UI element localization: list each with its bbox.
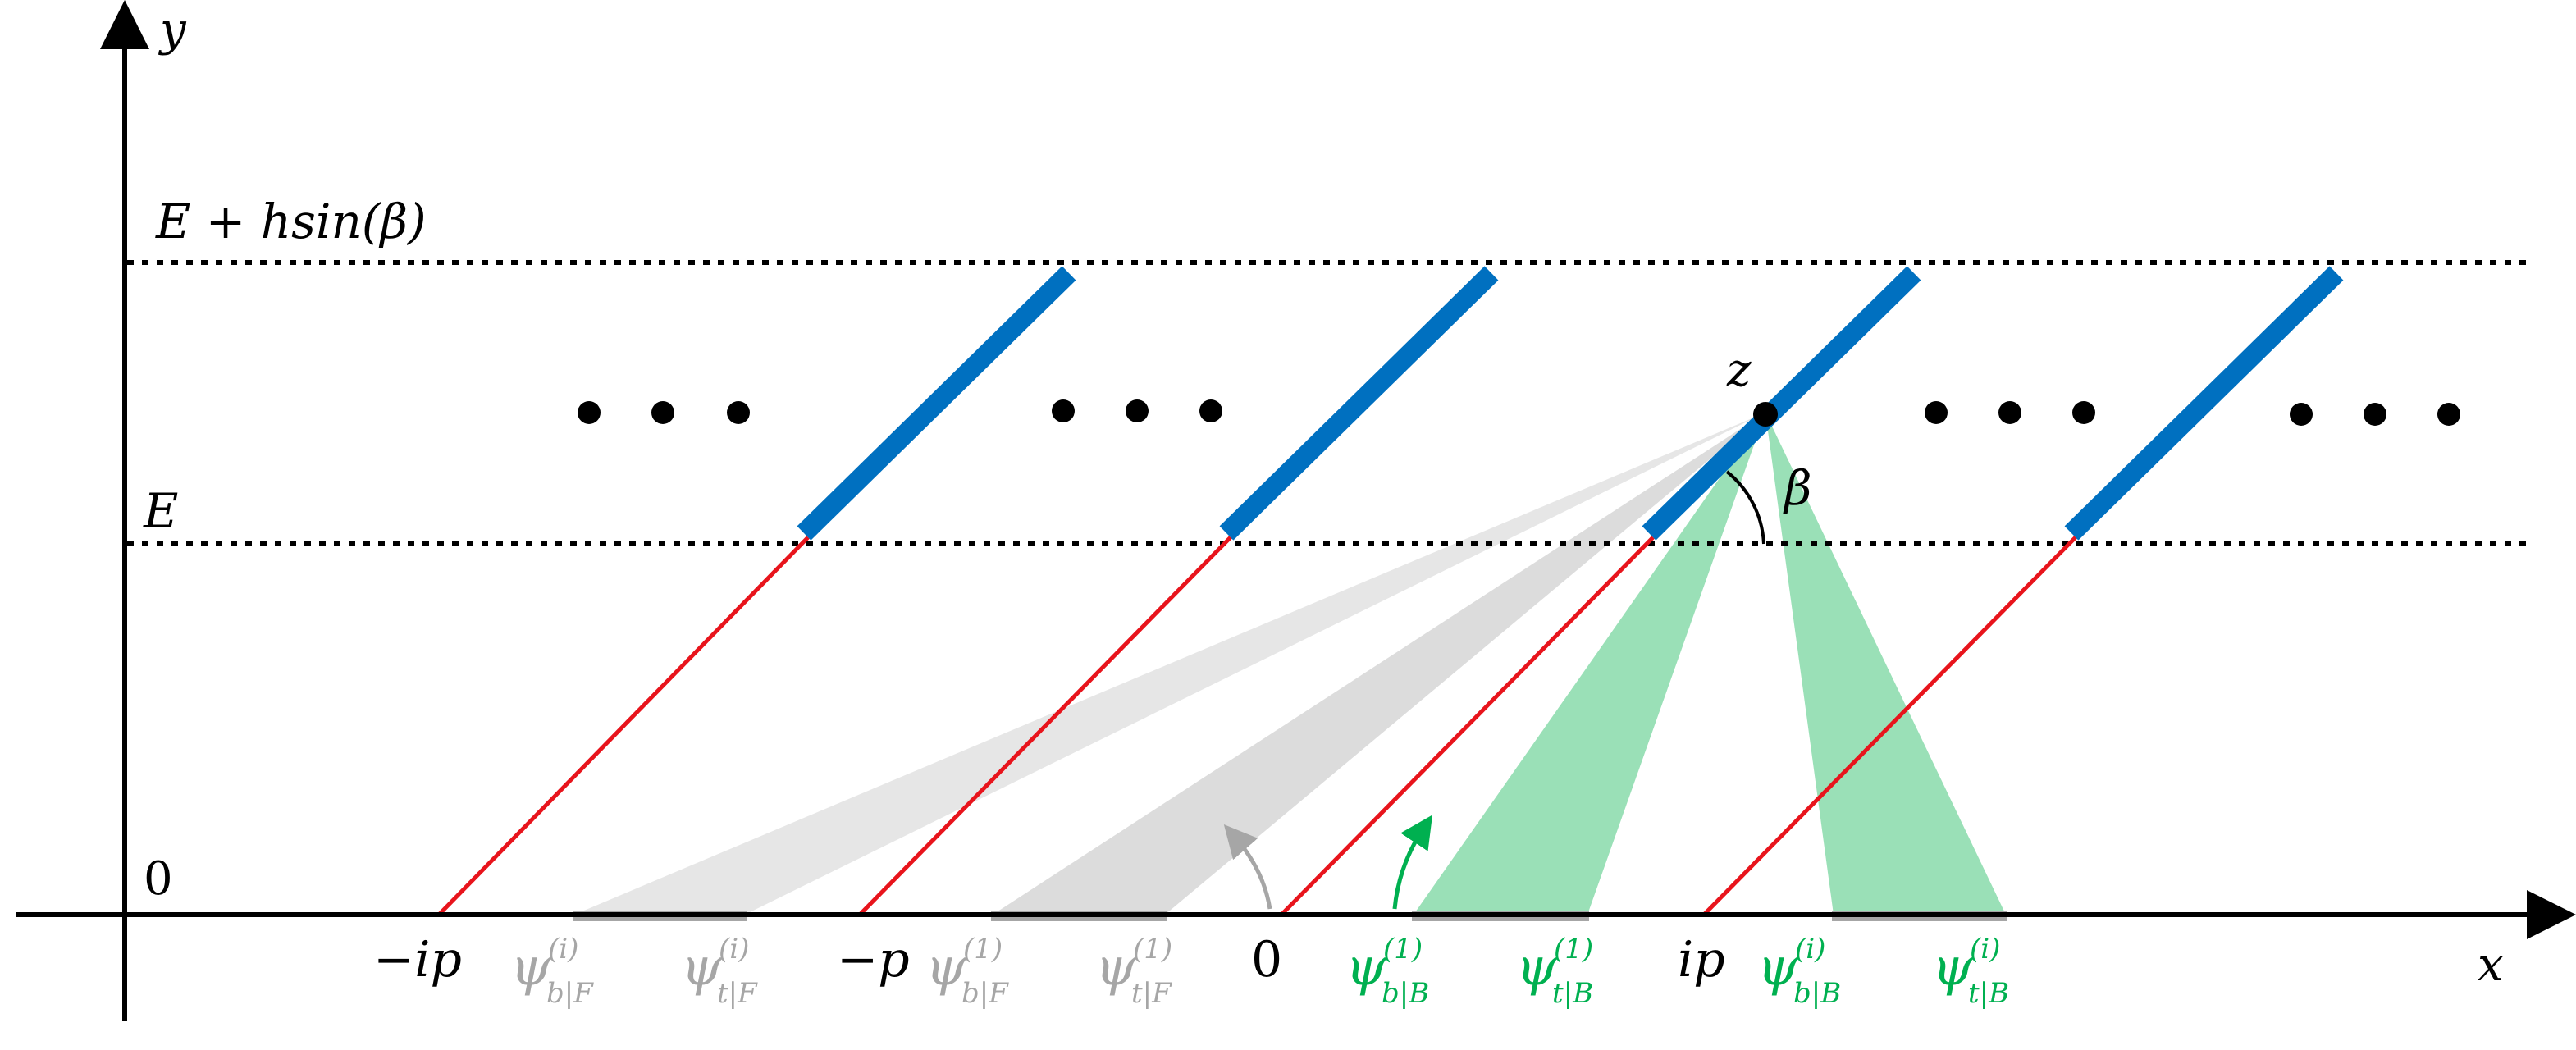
psi-superscript: (i) — [719, 933, 749, 966]
ray-minus-ip — [437, 536, 810, 916]
psi-symbol: ψ — [1932, 937, 1974, 998]
tick-zero: 0 — [1251, 931, 1282, 988]
psi-superscript: (1) — [963, 933, 1003, 966]
front-shadow-region-1 — [993, 413, 1765, 915]
ellipsis-dots — [578, 399, 2460, 426]
psi-subscript: b|B — [1793, 977, 1841, 1010]
psi-b-B-1-label: ψ(1) b|B — [1345, 933, 1429, 1010]
tick-minus-ip: −ip — [373, 931, 462, 988]
beta-label: β — [1783, 460, 1812, 516]
panel-1 — [797, 266, 1076, 541]
psi-subscript: t|B — [1552, 977, 1593, 1010]
psi-symbol: ψ — [1516, 937, 1558, 998]
ray-zero — [1280, 536, 1655, 916]
origin-y-label: 0 — [144, 852, 173, 906]
psi-symbol: ψ — [510, 937, 552, 998]
psi-superscript: (1) — [1133, 933, 1172, 966]
psi-b-F-1-label: ψ(1) b|F — [925, 933, 1009, 1010]
psi-symbol: ψ — [1757, 937, 1799, 998]
psi-superscript: (1) — [1554, 933, 1593, 966]
upper-level-label: E + hsin(β) — [155, 194, 427, 249]
psi-t-B-i-label: ψ(i) t|B — [1932, 933, 2009, 1010]
panel-2 — [1219, 266, 1499, 541]
psi-subscript: b|F — [961, 977, 1009, 1010]
green-rotation-arrow — [1392, 815, 1433, 910]
y-axis-label: y — [158, 3, 187, 57]
psi-labels: ψ(i)b|F ψ(i)t|F ψ(1)b|F ψ(1)t|F ψ(1)b|B ψ(1)t… — [510, 933, 2009, 1010]
back-view-region-1 — [1414, 413, 1765, 915]
psi-subscript: t|F — [1131, 977, 1172, 1010]
psi-t-F-i-label: ψ(i) t|F — [681, 933, 758, 1010]
panel-3 — [1642, 266, 1921, 541]
psi-b-F-i-label: ψ(i) b|F — [510, 933, 594, 1010]
psi-subscript: b|F — [546, 977, 594, 1010]
grey-rotation-arrow — [1223, 824, 1272, 910]
psi-symbol: ψ — [1095, 937, 1137, 998]
psi-superscript: (i) — [1970, 933, 2000, 966]
ray-ip — [1702, 536, 2077, 916]
tick-minus-p: −p — [837, 931, 910, 988]
beta-angle-arc — [1725, 470, 1765, 545]
lower-level-label: E — [143, 483, 178, 539]
psi-b-B-i-label: ψ(i) b|B — [1757, 933, 1841, 1010]
front-shadow-region-i — [574, 413, 1765, 915]
psi-t-F-1-label: ψ(1) t|F — [1095, 933, 1172, 1010]
psi-symbol: ψ — [925, 937, 967, 998]
psi-t-B-1-label: ψ(1) t|B — [1516, 933, 1593, 1010]
tick-ip: ip — [1678, 931, 1725, 988]
psi-symbol: ψ — [681, 937, 723, 998]
ray-minus-p — [858, 536, 1232, 916]
point-z-label: z — [1726, 344, 1752, 397]
psi-superscript: (1) — [1383, 933, 1423, 966]
psi-superscript: (i) — [548, 933, 578, 966]
panel-4 — [2064, 266, 2344, 541]
psi-subscript: t|B — [1968, 977, 2009, 1010]
psi-symbol: ψ — [1345, 937, 1387, 998]
x-axis-label: x — [2478, 938, 2504, 992]
psi-superscript: (i) — [1795, 933, 1825, 966]
psi-subscript: t|F — [717, 977, 758, 1010]
psi-subscript: b|B — [1382, 977, 1429, 1010]
point-z — [1753, 402, 1778, 427]
